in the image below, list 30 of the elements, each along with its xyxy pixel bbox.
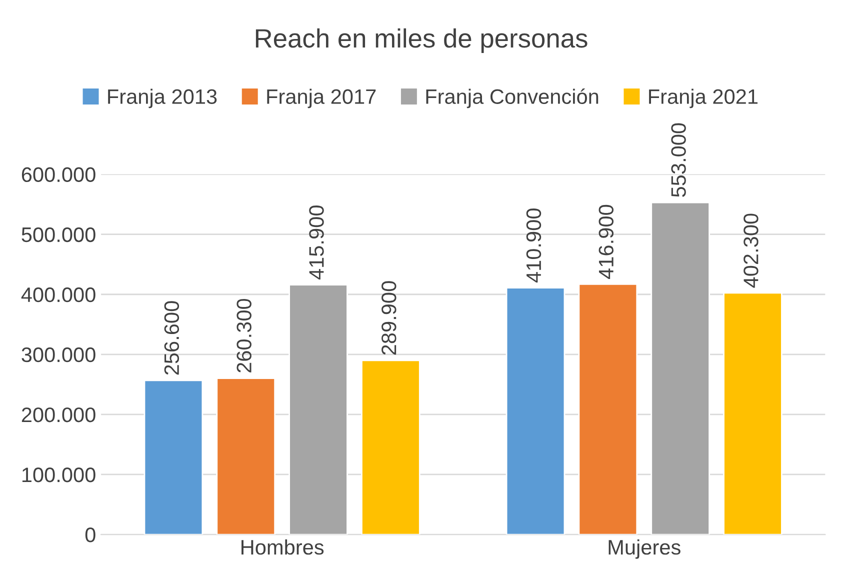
chart-title: Reach en miles de personas	[256, 28, 588, 53]
y-tick-label: 600.000	[22, 167, 96, 182]
data-label: 415.900	[309, 206, 324, 280]
bar	[578, 284, 638, 535]
x-tick-label: Hombres	[242, 539, 324, 555]
data-label: 553.000	[671, 123, 686, 197]
legend-label: Franja 2013	[108, 88, 217, 108]
y-tick-label: 200.000	[22, 407, 96, 422]
data-label: 256.600	[164, 301, 180, 375]
bar	[144, 380, 204, 535]
x-tick-label: Mujeres	[608, 539, 680, 559]
bar	[216, 378, 276, 535]
y-tick-label: 0	[85, 528, 96, 542]
y-tick-label: 100.000	[22, 467, 96, 482]
legend-label: Franja 2017	[267, 88, 376, 108]
bar	[506, 287, 566, 535]
bar	[361, 360, 420, 535]
y-tick-label: 300.000	[22, 347, 96, 362]
data-label: 416.900	[598, 204, 614, 279]
data-label: 410.900	[526, 208, 542, 283]
bar	[288, 284, 348, 535]
bar	[650, 202, 710, 535]
data-label: 289.900	[382, 281, 396, 355]
y-tick-label: 500.000	[22, 227, 96, 242]
y-tick-label: 400.000	[21, 287, 96, 302]
legend-label: Franja 2021	[649, 88, 758, 108]
data-label: 260.300	[236, 298, 252, 372]
legend-label: Franja Convención	[426, 88, 598, 108]
data-label: 402.300	[744, 214, 758, 288]
bar	[723, 292, 782, 535]
